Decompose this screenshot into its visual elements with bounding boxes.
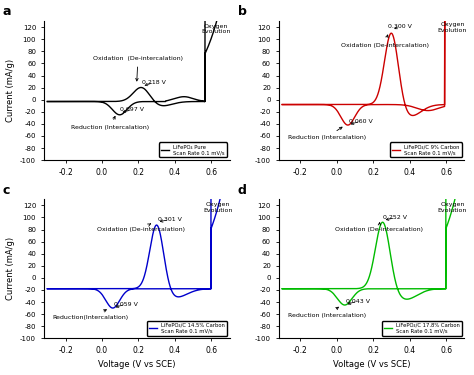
Text: a: a (3, 5, 11, 18)
Text: 0.300 V: 0.300 V (388, 24, 412, 29)
Text: Oxygen
Evolution: Oxygen Evolution (203, 202, 232, 213)
Text: Oxygen
Evolution: Oxygen Evolution (201, 24, 230, 34)
Y-axis label: Current (mA/g): Current (mA/g) (6, 237, 15, 300)
Legend: LiFePO₄/C 14.5% Carbon
Scan Rate 0.1 mV/s: LiFePO₄/C 14.5% Carbon Scan Rate 0.1 mV/… (146, 321, 227, 336)
Text: 0.252 V: 0.252 V (383, 215, 407, 220)
Text: Oxygen
Evolution: Oxygen Evolution (438, 22, 467, 33)
Text: Reduction(Intercalation): Reduction(Intercalation) (53, 310, 129, 320)
Text: 0.097 V: 0.097 V (120, 107, 144, 112)
X-axis label: Voltage (V vs SCE): Voltage (V vs SCE) (333, 360, 410, 369)
Y-axis label: Current (mA/g): Current (mA/g) (6, 59, 15, 122)
Text: 0.043 V: 0.043 V (346, 298, 370, 304)
Text: Oxidation (De-intercalation): Oxidation (De-intercalation) (335, 223, 423, 232)
Legend: LiFePO₄/C 17.8% Carbon
Scan Rate 0.1 mV/s: LiFePO₄/C 17.8% Carbon Scan Rate 0.1 mV/… (382, 321, 462, 336)
Legend: LiFePO₄ Pure
Scan Rate 0.1 mV/s: LiFePO₄ Pure Scan Rate 0.1 mV/s (159, 142, 227, 158)
X-axis label: Voltage (V vs SCE): Voltage (V vs SCE) (98, 360, 175, 369)
Text: Oxidation (De-intercalation): Oxidation (De-intercalation) (97, 224, 184, 232)
Text: b: b (238, 5, 246, 18)
Text: 0.059 V: 0.059 V (114, 302, 138, 307)
Text: Oxygen
Evolution: Oxygen Evolution (438, 202, 467, 213)
Text: Oxidation (De-intercalation): Oxidation (De-intercalation) (340, 35, 428, 48)
Text: c: c (3, 183, 10, 196)
Legend: LiFePO₄/C 9% Carbon
Scan Rate 0.1 mV/s: LiFePO₄/C 9% Carbon Scan Rate 0.1 mV/s (390, 142, 462, 158)
Text: Reduction (Intercalation): Reduction (Intercalation) (288, 307, 366, 318)
Text: Oxidation  (De-intercalation): Oxidation (De-intercalation) (93, 57, 183, 81)
Text: 0.060 V: 0.060 V (349, 118, 373, 124)
Text: Reduction (Intercalation): Reduction (Intercalation) (288, 127, 366, 140)
Text: 0.218 V: 0.218 V (142, 80, 166, 86)
Text: 0.301 V: 0.301 V (157, 217, 182, 222)
Text: Reduction (Intercalation): Reduction (Intercalation) (71, 116, 149, 130)
Text: d: d (238, 183, 246, 196)
